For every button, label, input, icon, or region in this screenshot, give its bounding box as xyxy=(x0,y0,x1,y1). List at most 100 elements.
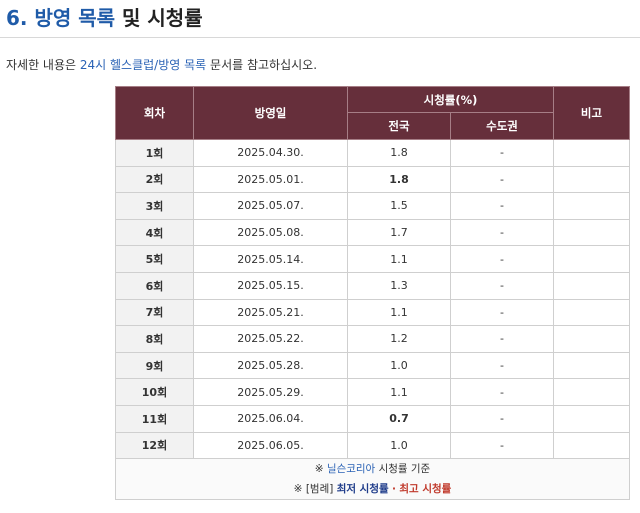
capital-rating-cell: - xyxy=(450,351,554,380)
section-title-rest: 및 시청률 xyxy=(122,6,203,30)
capital-rating-cell: - xyxy=(450,378,554,406)
nationwide-rating-cell: 1.5 xyxy=(347,192,451,220)
episode-cell: 12회 xyxy=(115,431,194,460)
table-row: 3회 2025.05.07. 1.5- xyxy=(115,192,630,220)
capital-rating-cell: - xyxy=(450,139,554,167)
note-cell xyxy=(553,378,630,406)
air-date-cell: 2025.05.29. xyxy=(193,378,348,406)
legend-line-key: ※ [범례] 최저 시청률 · 최고 시청률 xyxy=(116,479,629,499)
intro-prefix: 자세한 내용은 xyxy=(6,58,77,72)
capital-rating-cell: - xyxy=(450,245,554,273)
capital-rating-cell: - xyxy=(450,325,554,353)
header-air-date: 방영일 xyxy=(193,86,348,140)
note-cell xyxy=(553,298,630,327)
episode-cell: 6회 xyxy=(115,271,194,300)
header-nationwide: 전국 xyxy=(347,112,451,140)
capital-rating-cell: - xyxy=(450,431,554,460)
table-row: 4회 2025.05.08. 1.7- xyxy=(115,218,630,247)
note-cell xyxy=(553,431,630,460)
table-row: 7회 2025.05.21. 1.1- xyxy=(115,298,630,327)
nationwide-rating-cell: 1.8 xyxy=(347,139,451,167)
air-date-cell: 2025.05.28. xyxy=(193,351,348,380)
nielsen-link[interactable]: 닐슨코리아 xyxy=(326,463,376,476)
air-date-cell: 2025.04.30. xyxy=(193,139,348,167)
capital-rating-cell: - xyxy=(450,271,554,300)
legend-row: ※ 닐슨코리아 시청률 기준 ※ [범례] 최저 시청률 · 최고 시청률 xyxy=(115,458,630,501)
intro-text: 자세한 내용은 24시 헬스클럽/방영 목록 문서를 참고하십시오. xyxy=(6,56,317,73)
nationwide-rating-cell: 1.8 xyxy=(347,165,451,194)
legend-highest: 최고 시청률 xyxy=(399,483,452,496)
episode-cell: 3회 xyxy=(115,192,194,220)
note-cell xyxy=(553,351,630,380)
note-cell xyxy=(553,165,630,194)
nationwide-rating-cell: 1.1 xyxy=(347,298,451,327)
note-cell xyxy=(553,139,630,167)
nationwide-rating-cell: 1.1 xyxy=(347,378,451,406)
air-date-cell: 2025.05.21. xyxy=(193,298,348,327)
capital-rating-cell: - xyxy=(450,298,554,327)
subheader-row: 전국 수도권 xyxy=(116,112,630,140)
section-heading: 6. 방영 목록 및 시청률 xyxy=(0,0,640,38)
episode-cell: 8회 xyxy=(115,325,194,353)
header-note: 비고 xyxy=(553,86,630,140)
legend-source-text: 시청률 기준 xyxy=(378,463,431,476)
episode-cell: 1회 xyxy=(115,139,194,167)
legend-line-source: ※ 닐슨코리아 시청률 기준 xyxy=(116,459,629,479)
capital-rating-cell: - xyxy=(450,165,554,194)
air-date-cell: 2025.05.07. xyxy=(193,192,348,220)
air-date-cell: 2025.05.01. xyxy=(193,165,348,194)
legend-separator: · xyxy=(392,483,396,496)
legend-label: [범례] xyxy=(305,483,334,496)
note-cell xyxy=(553,245,630,273)
episode-cell: 2회 xyxy=(115,165,194,194)
legend-note-mark: ※ xyxy=(293,483,303,496)
episode-cell: 4회 xyxy=(115,218,194,247)
nationwide-rating-cell: 1.2 xyxy=(347,325,451,353)
note-cell xyxy=(553,404,630,433)
section-title-link[interactable]: 방영 목록 xyxy=(34,6,116,30)
nationwide-rating-cell: 1.7 xyxy=(347,218,451,247)
header-row: 회차 방영일 시청률(%) 비고 xyxy=(115,86,630,140)
note-cell xyxy=(553,218,630,247)
air-date-cell: 2025.05.08. xyxy=(193,218,348,247)
nationwide-rating-cell: 1.3 xyxy=(347,271,451,300)
table-row: 12회 2025.06.05. 1.0- xyxy=(115,431,630,460)
nationwide-rating-cell: 0.7 xyxy=(347,404,451,433)
table-row: 1회 2025.04.30. 1.8- xyxy=(115,139,630,167)
table-row: 8회 2025.05.22. 1.2- xyxy=(115,325,630,353)
note-cell xyxy=(553,192,630,220)
table-row: 2회 2025.05.01. 1.8- xyxy=(115,165,630,194)
table-row: 5회 2025.05.14. 1.1- xyxy=(115,245,630,273)
episode-list-link[interactable]: 24시 헬스클럽/방영 목록 xyxy=(79,58,207,72)
episode-cell: 11회 xyxy=(115,404,194,433)
legend-lowest: 최저 시청률 xyxy=(336,483,389,496)
table-row: 9회 2025.05.28. 1.0- xyxy=(115,351,630,380)
air-date-cell: 2025.05.22. xyxy=(193,325,348,353)
capital-rating-cell: - xyxy=(450,218,554,247)
legend-note-mark: ※ xyxy=(314,463,324,476)
nationwide-rating-cell: 1.0 xyxy=(347,431,451,460)
note-cell xyxy=(553,271,630,300)
episode-cell: 7회 xyxy=(115,298,194,327)
nationwide-rating-cell: 1.0 xyxy=(347,351,451,380)
air-date-cell: 2025.06.04. xyxy=(193,404,348,433)
episode-cell: 9회 xyxy=(115,351,194,380)
header-episode: 회차 xyxy=(115,86,194,140)
nationwide-rating-cell: 1.1 xyxy=(347,245,451,273)
section-number: 6. xyxy=(6,6,28,30)
legend-cell: ※ 닐슨코리아 시청률 기준 ※ [범례] 최저 시청률 · 최고 시청률 xyxy=(115,458,630,501)
intro-suffix: 문서를 참고하십시오. xyxy=(210,58,318,72)
ratings-table: 회차 방영일 시청률(%) 비고 전국 수도권 1회 2025.04.30. 1.8… xyxy=(115,86,630,501)
air-date-cell: 2025.05.15. xyxy=(193,271,348,300)
capital-rating-cell: - xyxy=(450,192,554,220)
note-cell xyxy=(553,325,630,353)
episode-cell: 10회 xyxy=(115,378,194,406)
air-date-cell: 2025.06.05. xyxy=(193,431,348,460)
episode-cell: 5회 xyxy=(115,245,194,273)
table-row: 11회 2025.06.04. 0.7- xyxy=(115,404,630,433)
table-row: 10회 2025.05.29. 1.1- xyxy=(115,378,630,406)
capital-rating-cell: - xyxy=(450,404,554,433)
table-row: 6회 2025.05.15. 1.3- xyxy=(115,271,630,300)
header-capital: 수도권 xyxy=(450,112,554,140)
air-date-cell: 2025.05.14. xyxy=(193,245,348,273)
